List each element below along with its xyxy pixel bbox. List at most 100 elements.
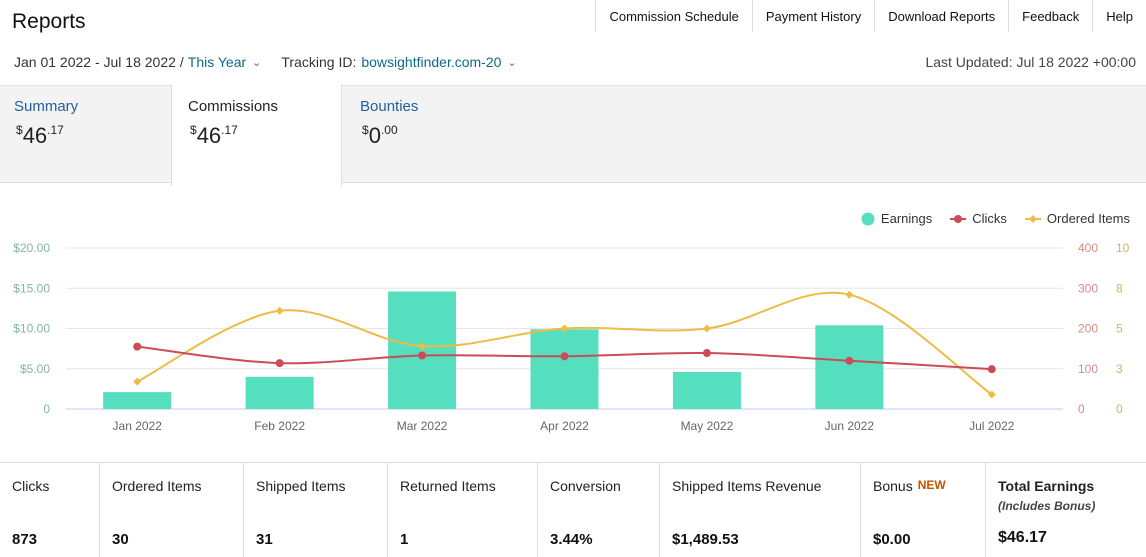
stat-label: Bonus NEW [873, 478, 946, 494]
y-right2-tick-label: 10 [1116, 241, 1130, 255]
ordered-items-point [418, 342, 427, 351]
date-range: Jan 01 2022 - Jul 18 2022 [14, 54, 176, 70]
legend-ordered-label: Ordered Items [1046, 211, 1130, 226]
stat-conversion: Conversion 3.44% [538, 463, 660, 557]
stat-clicks: Clicks 873 [0, 463, 100, 557]
stats-row: Clicks 873 Ordered Items 30 Shipped Item… [0, 462, 1146, 557]
clicks-point [418, 351, 427, 360]
stat-value: 31 [256, 531, 273, 548]
stat-note: (Includes Bonus) [998, 499, 1096, 513]
nav-commission-schedule[interactable]: Commission Schedule [596, 0, 753, 32]
chevron-down-icon: ⌄ [252, 56, 262, 69]
legend-earnings[interactable]: Earnings [861, 211, 932, 226]
tab-bounties-label: Bounties [360, 98, 419, 115]
chevron-down-icon: ⌄ [507, 56, 517, 69]
clicks-point [845, 356, 854, 365]
last-updated: Last Updated: Jul 18 2022 +00:00 [925, 54, 1136, 70]
clicks-point [275, 359, 284, 368]
y-left-tick-label: $15.00 [13, 281, 50, 295]
top-nav: Commission Schedule Payment History Down… [595, 0, 1146, 32]
stat-value: 30 [112, 531, 129, 548]
nav-download-reports[interactable]: Download Reports [875, 0, 1010, 32]
x-tick-label: May 2022 [681, 419, 734, 433]
filter-bar: Jan 01 2022 - Jul 18 2022 / This Year ⌄ … [14, 54, 517, 70]
y-right2-tick-label: 5 [1116, 322, 1123, 336]
x-tick-label: Jul 2022 [969, 419, 1015, 433]
y-right1-tick-label: 300 [1078, 281, 1098, 295]
ordered-items-point [702, 324, 711, 333]
tab-summary[interactable]: Summary $46.17 [0, 85, 171, 183]
stat-label: Returned Items [400, 478, 496, 494]
nav-payment-history[interactable]: Payment History [752, 0, 876, 32]
clicks-point [133, 342, 142, 351]
period-dropdown[interactable]: This Year ⌄ [188, 54, 262, 70]
tab-summary-amount: $46.17 [16, 123, 64, 148]
nav-help[interactable]: Help [1093, 0, 1146, 32]
y-left-tick-label: 0 [43, 402, 50, 416]
date-separator: / [179, 54, 184, 70]
earnings-swatch-icon [861, 212, 875, 225]
y-right1-tick-label: 100 [1078, 362, 1098, 376]
x-tick-label: Apr 2022 [540, 419, 589, 433]
y-left-tick-label: $10.00 [13, 322, 50, 336]
stat-value: $1,489.53 [672, 531, 739, 548]
ordered-items-point [133, 377, 142, 386]
stat-label: Clicks [12, 478, 50, 494]
stat-returned-items: Returned Items 1 [388, 463, 538, 557]
nav-feedback[interactable]: Feedback [1009, 0, 1094, 32]
earnings-bar [815, 325, 884, 409]
ordered-swatch-icon [1024, 214, 1041, 223]
earnings-bar [530, 329, 599, 409]
new-badge: NEW [917, 478, 946, 492]
stat-total-earnings: Total Earnings (Includes Bonus) $46.17 [986, 463, 1146, 557]
tab-commissions-amount: $46.17 [190, 123, 238, 148]
clicks-swatch-icon [950, 214, 967, 223]
y-right1-tick-label: 0 [1078, 402, 1085, 416]
y-right2-tick-label: 8 [1116, 281, 1123, 295]
tab-commissions[interactable]: Commissions $46.17 [171, 85, 342, 186]
tab-summary-label: Summary [14, 98, 79, 115]
x-tick-label: Jun 2022 [825, 419, 875, 433]
earnings-chart: $20.00 400 10$15.00 300 8$10.00 200 5$5.00 100 3… [13, 241, 1130, 433]
stat-bonus: Bonus NEW $0.00 [861, 463, 986, 557]
earnings-bar [245, 376, 314, 409]
ordered-items-point [845, 290, 854, 299]
tab-bounties[interactable]: Bounties $0.00 [346, 85, 517, 183]
stat-value: $0.00 [873, 531, 911, 548]
clicks-point [987, 365, 996, 374]
y-left-tick-label: $5.00 [20, 362, 50, 376]
stat-value: 1 [400, 531, 409, 548]
tab-commissions-label: Commissions [188, 98, 279, 115]
legend-ordered-items[interactable]: Ordered Items [1024, 211, 1130, 226]
y-right1-tick-label: 200 [1078, 322, 1098, 336]
tracking-label: Tracking ID: [281, 54, 357, 70]
stat-shipped-items: Shipped Items 31 [244, 463, 388, 557]
x-tick-label: Mar 2022 [397, 419, 448, 433]
earnings-bar [388, 291, 457, 409]
chart-legend: Earnings Clicks Ordered Items [843, 211, 1130, 226]
stat-value: $46.17 [998, 529, 1047, 546]
earnings-bar [103, 392, 172, 409]
ordered-items-point [275, 306, 284, 315]
stat-label: Shipped Items [256, 478, 346, 494]
page-title: Reports [12, 10, 86, 33]
y-left-tick-label: $20.00 [13, 241, 50, 255]
stat-label: Total Earnings [998, 478, 1095, 494]
tracking-id-dropdown[interactable]: Tracking ID: bowsightfinder.com-20 ⌄ [281, 54, 516, 70]
stat-value: 3.44% [550, 531, 593, 548]
legend-clicks[interactable]: Clicks [950, 211, 1007, 226]
tab-bounties-amount: $0.00 [362, 123, 398, 148]
y-right1-tick-label: 400 [1078, 241, 1098, 255]
period-value: This Year [187, 54, 247, 70]
ordered-items-point [987, 390, 996, 399]
stat-label: Conversion [550, 478, 621, 494]
x-tick-label: Jan 2022 [113, 419, 163, 433]
stat-shipped-revenue: Shipped Items Revenue $1,489.53 [660, 463, 861, 557]
stat-label: Ordered Items [112, 478, 202, 494]
stat-label: Shipped Items Revenue [672, 478, 822, 494]
y-right2-tick-label: 3 [1116, 362, 1123, 376]
earnings-bar [672, 371, 741, 409]
ordered-items-point [560, 324, 569, 333]
y-right2-tick-label: 0 [1116, 402, 1123, 416]
stat-value: 873 [12, 531, 38, 548]
